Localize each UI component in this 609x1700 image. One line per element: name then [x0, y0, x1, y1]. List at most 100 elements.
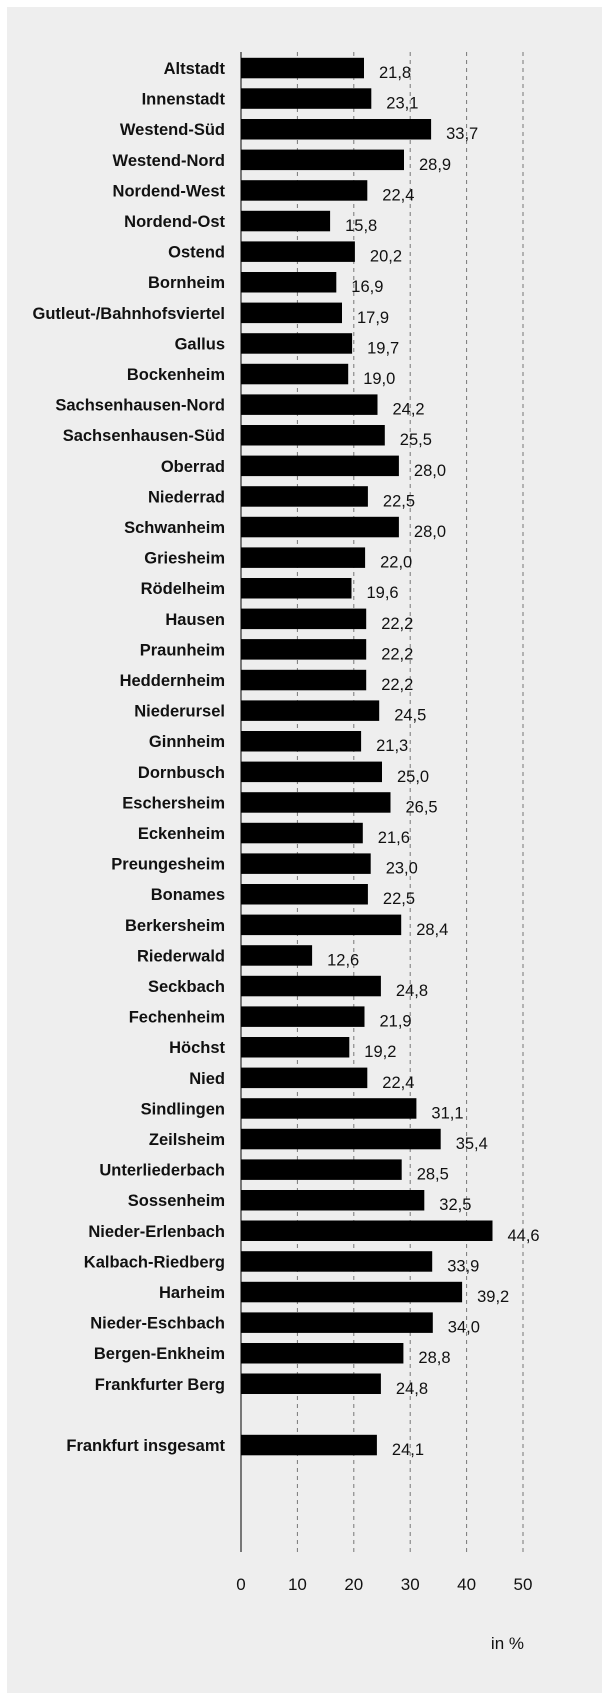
category-label: Nied: [189, 1070, 225, 1088]
category-label: Westend-Nord: [113, 152, 225, 170]
bar: [241, 975, 381, 997]
bar: [241, 1373, 381, 1394]
category-label: Höchst: [169, 1039, 225, 1057]
category-label: Griesheim: [144, 550, 225, 568]
category-label: Bockenheim: [127, 366, 225, 384]
value-label: 24,1: [392, 1441, 424, 1459]
bar: [241, 333, 353, 354]
category-label: Bornheim: [148, 274, 225, 292]
value-label: 19,6: [367, 584, 399, 602]
value-label: 34,0: [448, 1319, 480, 1337]
bar: [241, 394, 378, 415]
bar: [241, 608, 367, 630]
bar: [241, 669, 367, 691]
bar: [241, 547, 366, 568]
bar: [241, 914, 402, 936]
bar: [241, 792, 391, 813]
value-label: 28,8: [418, 1349, 450, 1367]
bar: [241, 210, 331, 232]
bar: [241, 1037, 350, 1058]
bar: [241, 1098, 417, 1119]
bar: [241, 761, 382, 783]
x-axis-ticks: 0 10 20 30 40 50: [236, 1575, 532, 1594]
category-label: Westend-Süd: [120, 121, 225, 139]
category-label: Zeilsheim: [149, 1131, 225, 1149]
value-label: 25,0: [397, 768, 429, 786]
chart-panel: Altstadt Innenstadt Westend-Süd Westend-Nor…: [7, 7, 602, 1693]
value-label: 28,9: [419, 156, 451, 174]
bar: [241, 180, 368, 201]
category-label: Eckenheim: [138, 825, 225, 843]
category-label: Oberrad: [161, 458, 225, 476]
category-label: Niederrad: [148, 488, 225, 506]
value-label: 44,6: [508, 1227, 540, 1245]
category-label: Praunheim: [140, 641, 225, 659]
bar: [241, 1159, 402, 1180]
bar: [241, 700, 380, 721]
bar: [241, 1281, 463, 1303]
value-label: 32,5: [439, 1196, 471, 1214]
value-label: 16,9: [351, 278, 383, 296]
value-label: 22,2: [381, 645, 413, 663]
value-label: 17,9: [357, 309, 389, 327]
unit-label: in %: [491, 1634, 524, 1653]
category-label: Innenstadt: [142, 91, 226, 109]
category-label: Rödelheim: [141, 580, 225, 598]
value-label: 26,5: [406, 798, 438, 816]
category-label: Gallus: [175, 335, 225, 353]
value-label: 23,0: [386, 860, 418, 878]
bar: [241, 1128, 441, 1150]
value-label: 22,2: [381, 676, 413, 694]
category-label: Harheim: [159, 1284, 225, 1302]
bar-chart: Altstadt Innenstadt Westend-Süd Westend-Nor…: [32, 52, 540, 1653]
value-label: 20,2: [370, 248, 402, 266]
bar: [241, 578, 352, 599]
bars: [241, 57, 493, 1456]
category-label: Bergen-Enkheim: [94, 1345, 225, 1363]
bar: [241, 1312, 433, 1333]
value-label: 28,0: [414, 523, 446, 541]
bar: [241, 1343, 404, 1364]
bar: [241, 1251, 433, 1272]
x-tick-label: 10: [288, 1575, 307, 1594]
bar: [241, 1067, 368, 1089]
value-label: 24,8: [396, 982, 428, 1000]
value-label: 15,8: [345, 217, 377, 235]
value-label: 23,1: [386, 95, 418, 113]
value-label: 22,4: [382, 1074, 414, 1092]
category-label: Ginnheim: [149, 733, 225, 751]
bar: [241, 272, 337, 293]
bar: [241, 57, 364, 79]
value-labels: 21,8 23,1 33,7 28,9 22,4 15,8 20,2 16,9 17,9 19,7…: [327, 64, 540, 1459]
category-label: Sachsenhausen-Süd: [63, 427, 225, 445]
value-label: 22,5: [383, 492, 415, 510]
category-label: Ostend: [168, 244, 225, 262]
category-label: Nordend-Ost: [124, 213, 225, 231]
bar: [241, 1190, 425, 1211]
value-label: 22,5: [383, 890, 415, 908]
bar: [241, 1220, 493, 1241]
category-label: Fechenheim: [129, 1009, 225, 1027]
category-label: Nieder-Eschbach: [90, 1315, 225, 1333]
category-label: Altstadt: [164, 60, 226, 78]
value-label: 22,0: [380, 554, 412, 572]
category-label: Preungesheim: [111, 856, 225, 874]
bar: [241, 149, 404, 171]
x-tick-label: 0: [236, 1575, 245, 1594]
value-label: 39,2: [477, 1288, 509, 1306]
value-label: 21,8: [379, 64, 411, 82]
category-label: Nordend-West: [113, 182, 226, 200]
bar: [241, 486, 368, 507]
bar: [241, 945, 313, 966]
value-label: 35,4: [456, 1135, 488, 1153]
value-label: 28,0: [414, 462, 446, 480]
value-label: 28,4: [416, 921, 448, 939]
bar: [241, 822, 363, 844]
bar: [241, 302, 342, 324]
bar: [241, 639, 367, 660]
bar: [241, 884, 368, 905]
category-label: Heddernheim: [120, 672, 225, 690]
value-label: 19,0: [363, 370, 395, 388]
bar: [241, 241, 355, 262]
value-label: 21,9: [380, 1013, 412, 1031]
